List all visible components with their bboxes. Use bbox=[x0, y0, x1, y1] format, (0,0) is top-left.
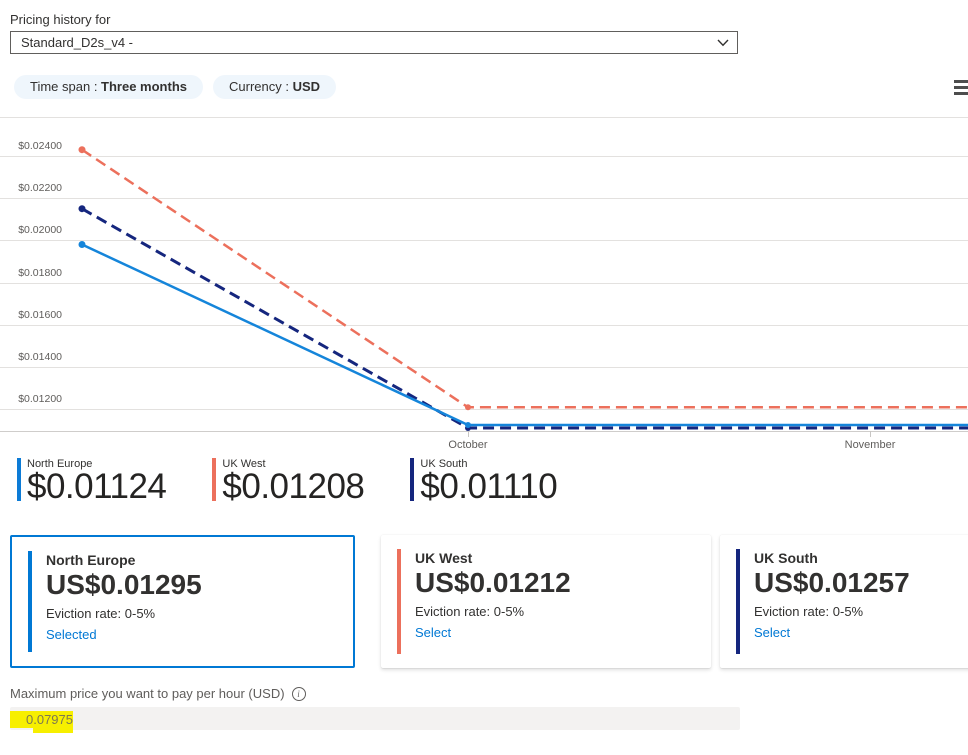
pricing-history-chart: $0.02400 $0.02200 $0.02000 $0.01800 $0.01600… bbox=[0, 117, 968, 455]
data-point bbox=[78, 205, 86, 213]
legend-value: $0.01208 bbox=[222, 467, 365, 506]
data-point bbox=[465, 404, 471, 411]
price-line-uk-west bbox=[81, 148, 968, 409]
select-link[interactable]: Select bbox=[754, 625, 791, 640]
legend-swatch bbox=[212, 458, 217, 501]
x-axis-label-november: November bbox=[844, 439, 896, 451]
gridline bbox=[0, 366, 968, 368]
legend-item-uk-south: UK South $0.01110 bbox=[410, 458, 558, 506]
data-point bbox=[465, 422, 471, 428]
card-accent-bar bbox=[397, 549, 401, 654]
card-price: US$0.01212 bbox=[415, 567, 571, 598]
max-price-label-row: Maximum price you want to pay per hour (… bbox=[10, 686, 306, 701]
card-price: US$0.01295 bbox=[46, 569, 202, 600]
max-price-label: Maximum price you want to pay per hour (… bbox=[10, 686, 285, 701]
gridline bbox=[0, 240, 968, 242]
page-title: Pricing history for bbox=[10, 12, 111, 27]
card-accent-bar bbox=[736, 549, 740, 654]
legend-name: North Europe bbox=[27, 458, 93, 470]
x-axis-tick-november bbox=[870, 431, 871, 437]
x-axis-tick-october bbox=[468, 431, 469, 437]
card-eviction-rate: Eviction rate: 0-5% bbox=[415, 604, 525, 619]
card-region-name: UK West bbox=[415, 550, 473, 566]
y-axis-label: $0.01200 bbox=[18, 393, 62, 406]
gridline bbox=[0, 282, 968, 284]
time-span-pill[interactable]: Time span : Three months bbox=[14, 75, 204, 99]
price-series-lines bbox=[78, 146, 968, 431]
legend-name: UK South bbox=[420, 458, 468, 470]
legend-swatch bbox=[410, 458, 415, 501]
region-card-uk-south[interactable]: UK South US$0.01257 Eviction rate: 0-5% … bbox=[720, 535, 968, 668]
y-axis-label: $0.02000 bbox=[18, 224, 62, 237]
x-axis-line bbox=[0, 431, 968, 432]
filter-pills: Time span : Three months Currency : USD bbox=[14, 75, 337, 99]
price-line-uk-south bbox=[81, 207, 968, 430]
legend-item-north-europe: North Europe $0.01124 bbox=[17, 458, 167, 506]
legend-item-uk-west: UK West $0.01208 bbox=[212, 458, 365, 506]
y-axis-label: $0.01600 bbox=[18, 308, 62, 321]
x-axis-label-october: October bbox=[448, 439, 488, 451]
card-price: US$0.01257 bbox=[754, 567, 910, 598]
data-point bbox=[78, 241, 86, 248]
vm-size-dropdown[interactable]: Standard_D2s_v4 - bbox=[10, 31, 738, 54]
legend-name: UK West bbox=[222, 458, 266, 470]
y-axis-label: $0.01800 bbox=[18, 266, 62, 279]
max-price-input[interactable]: 0.07975 bbox=[10, 707, 740, 733]
data-point bbox=[78, 146, 86, 154]
y-axis-label: $0.01400 bbox=[18, 350, 62, 363]
selected-link[interactable]: Selected bbox=[46, 627, 97, 642]
legend-value: $0.01110 bbox=[420, 467, 558, 506]
chart-legend: North Europe $0.01124 UK West $0.01208 U… bbox=[17, 458, 558, 506]
y-axis-label: $0.02400 bbox=[18, 140, 62, 152]
card-region-name: North Europe bbox=[46, 552, 136, 568]
gridline bbox=[0, 198, 968, 200]
y-axis-label: $0.02200 bbox=[18, 182, 62, 195]
vm-size-dropdown-value: Standard_D2s_v4 - bbox=[21, 35, 134, 50]
gridline bbox=[0, 156, 968, 157]
region-cards: North Europe US$0.01295 Eviction rate: 0… bbox=[10, 535, 968, 668]
card-eviction-rate: Eviction rate: 0-5% bbox=[754, 604, 864, 619]
region-card-north-europe[interactable]: North Europe US$0.01295 Eviction rate: 0… bbox=[10, 535, 355, 668]
legend-value: $0.01124 bbox=[27, 467, 167, 506]
select-link[interactable]: Select bbox=[415, 625, 452, 640]
find-highlight-strip bbox=[33, 728, 73, 733]
price-line-north-europe bbox=[81, 243, 968, 427]
chevron-down-icon bbox=[717, 39, 729, 46]
card-eviction-rate: Eviction rate: 0-5% bbox=[46, 606, 156, 621]
region-card-uk-west[interactable]: UK West US$0.01212 Eviction rate: 0-5% S… bbox=[381, 535, 711, 668]
hamburger-menu-icon[interactable] bbox=[954, 80, 968, 98]
max-price-value-highlight: 0.07975 bbox=[10, 711, 73, 728]
gridline bbox=[0, 324, 968, 326]
currency-pill[interactable]: Currency : USD bbox=[213, 75, 337, 99]
info-icon[interactable]: i bbox=[291, 686, 306, 701]
card-accent-bar bbox=[28, 551, 32, 652]
card-region-name: UK South bbox=[754, 550, 818, 566]
gridline bbox=[0, 409, 968, 411]
legend-swatch bbox=[17, 458, 21, 501]
